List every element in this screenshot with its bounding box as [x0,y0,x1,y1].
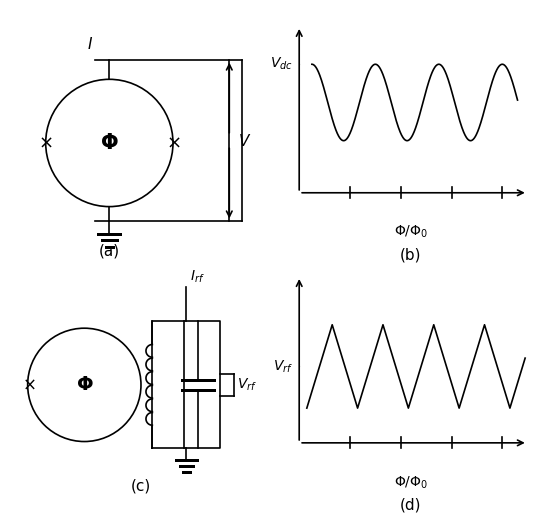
Text: $V$: $V$ [238,132,251,148]
Text: (a): (a) [99,243,120,258]
Text: $I_{rf}$: $I_{rf}$ [190,269,205,285]
Text: (b): (b) [400,247,422,262]
Text: $I$: $I$ [86,36,93,53]
Text: $\Phi/\Phi_0$: $\Phi/\Phi_0$ [394,224,428,240]
Text: $\times$: $\times$ [39,134,53,152]
Text: $V_{rf}$: $V_{rf}$ [237,377,257,393]
Text: $\Phi/\Phi_0$: $\Phi/\Phi_0$ [394,474,428,490]
Text: $\mathbf{\Phi}$: $\mathbf{\Phi}$ [76,375,93,394]
Text: $\mathbf{\Phi}$: $\mathbf{\Phi}$ [100,133,119,153]
Text: $\times$: $\times$ [166,134,180,152]
Text: $\times$: $\times$ [22,376,35,394]
Text: $V_{rf}$: $V_{rf}$ [273,358,293,375]
Text: (d): (d) [400,498,422,512]
Text: $V_{dc}$: $V_{dc}$ [270,56,293,72]
Text: (c): (c) [131,479,151,494]
